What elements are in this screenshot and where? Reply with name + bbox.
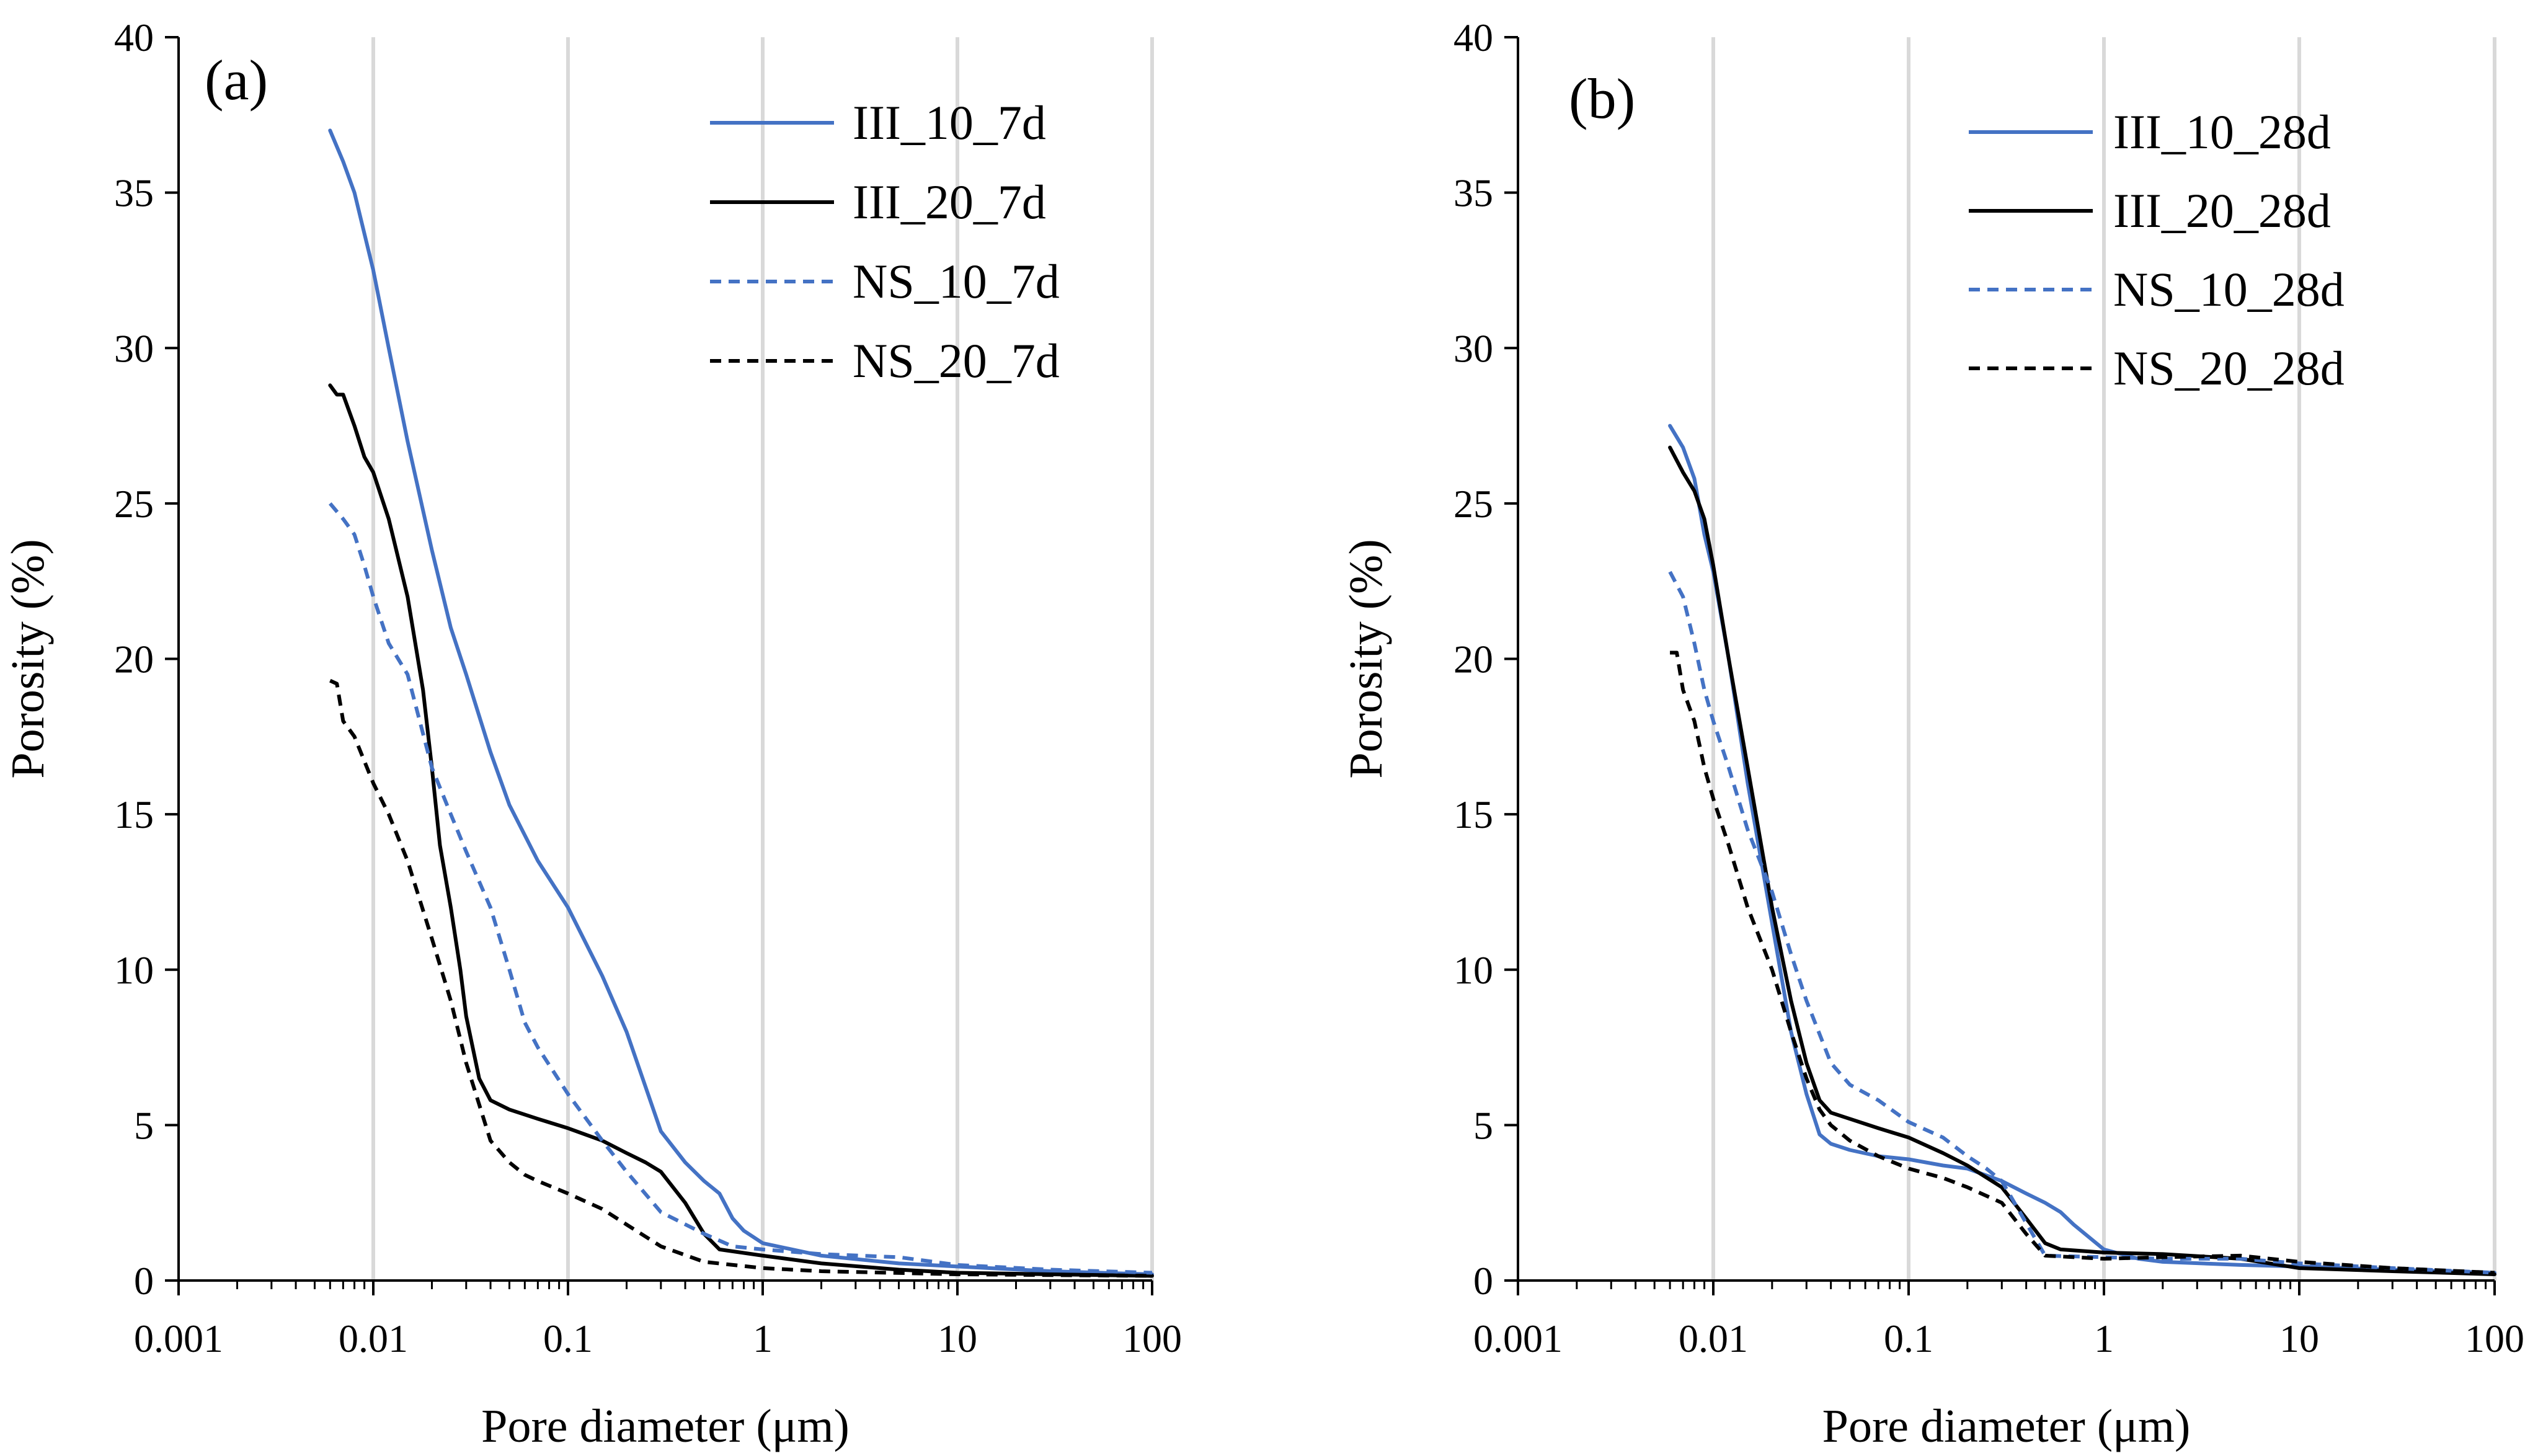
legend-label: NS_10_28d: [2113, 262, 2345, 316]
y-tick-label: 0: [134, 1259, 154, 1303]
legend-label: NS_20_28d: [2113, 341, 2345, 395]
y-tick-label: 25: [1453, 482, 1493, 526]
series-line-III_10_28d: [1668, 424, 2496, 1275]
legend-label: NS_10_7d: [853, 254, 1060, 308]
x-tick-label: 0.01: [1679, 1316, 1748, 1361]
legend-label: III_10_28d: [2113, 105, 2331, 159]
y-tick-label: 10: [114, 948, 154, 992]
x-tick-label: 0.001: [134, 1316, 223, 1361]
y-axis-title: Porosity (%): [1340, 539, 1392, 778]
x-tick-label: 10: [2279, 1316, 2319, 1361]
x-axis-title: Pore diameter (μm): [1822, 1400, 2191, 1452]
y-tick-label: 40: [1453, 16, 1493, 60]
y-tick-label: 20: [1453, 637, 1493, 681]
y-tick-label: 40: [114, 16, 154, 60]
y-tick-label: 0: [1473, 1259, 1493, 1303]
x-tick-label: 1: [753, 1316, 773, 1361]
legend-label: III_20_28d: [2113, 184, 2331, 237]
x-tick-label: 100: [2465, 1316, 2524, 1361]
y-tick-label: 30: [1453, 326, 1493, 370]
y-tick-label: 30: [114, 326, 154, 370]
series-line-NS_20_7d: [329, 678, 1153, 1278]
legend-label: NS_20_7d: [853, 334, 1060, 388]
y-tick-label: 10: [1453, 948, 1493, 992]
series-line-NS_10_7d: [329, 502, 1153, 1275]
y-tick-label: 15: [1453, 792, 1493, 837]
panel-label: (a): [205, 48, 268, 112]
x-tick-label: 0.1: [1884, 1316, 1933, 1361]
legend-label: III_10_7d: [853, 95, 1046, 149]
y-tick-label: 35: [114, 171, 154, 215]
x-tick-label: 1: [2094, 1316, 2114, 1361]
y-tick-label: 15: [114, 792, 154, 837]
panel-b-chart: 0 5 10 15 20 25 30 35 40 0.001 0.01 0.1 1 10 100 Pore d…: [1340, 16, 2524, 1452]
x-axis-title: Pore diameter (μm): [481, 1400, 850, 1452]
x-tick-label: 10: [938, 1316, 977, 1361]
x-tick-label: 0.001: [1473, 1316, 1563, 1361]
y-tick-label: 5: [1473, 1103, 1493, 1147]
x-tick-label: 100: [1122, 1316, 1182, 1361]
panel-a-chart: 0 5 10 15 20 25 30 35 40 0.001 0.01 0.1 1 10 100 Pore d…: [2, 16, 1182, 1452]
series-line-III_20_7d: [328, 383, 1154, 1278]
x-tick-label: 0.1: [543, 1316, 593, 1361]
y-tick-label: 25: [114, 482, 154, 526]
legend-label: III_20_7d: [853, 175, 1046, 229]
y-axis-title: Porosity (%): [2, 539, 54, 778]
y-tick-label: 5: [134, 1103, 154, 1147]
x-tick-label: 0.01: [339, 1316, 408, 1361]
series-line-III_20_28d: [1668, 445, 2496, 1276]
y-tick-label: 20: [114, 637, 154, 681]
series-line-NS_20_28d: [1670, 650, 2495, 1275]
panel-label: (b): [1569, 67, 1635, 130]
series-line-NS_10_28d: [1668, 570, 2495, 1275]
y-tick-label: 35: [1453, 171, 1493, 215]
